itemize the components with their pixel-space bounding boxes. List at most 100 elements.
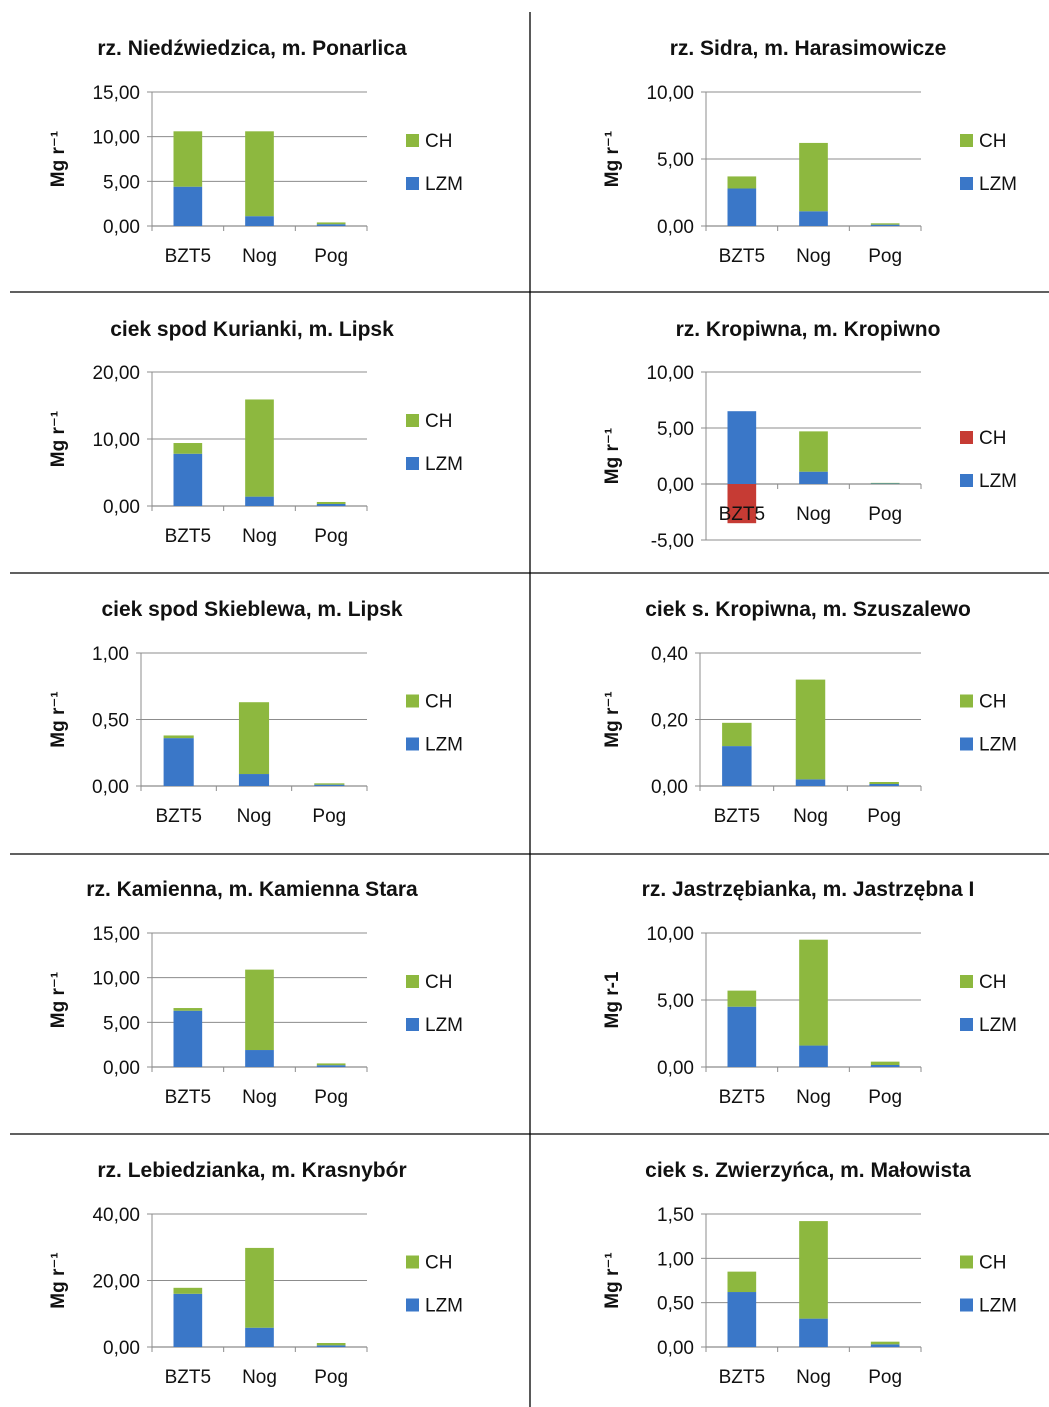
bar-lzm-nog: [245, 496, 274, 506]
bar-ch-nog: [245, 969, 274, 1051]
legend-swatch-lzm: [406, 177, 419, 190]
bar-ch-nog: [799, 431, 828, 472]
y-tick-label: 0,00: [103, 217, 140, 238]
bar-lzm-pog: [316, 224, 346, 226]
y-tick-label: 1,50: [657, 1205, 694, 1226]
legend-swatch-lzm: [960, 474, 973, 487]
legend-swatch-lzm: [406, 737, 419, 751]
legend-label-lzm: LZM: [425, 1015, 463, 1036]
legend-swatch-lzm: [960, 1018, 973, 1031]
x-tick-label: BZT5: [719, 1087, 765, 1108]
y-tick-label: 1,00: [657, 1249, 694, 1270]
bar-lzm-bzt5: [722, 746, 752, 786]
bar-lzm-nog: [245, 1050, 274, 1067]
bar-ch-bzt5: [173, 443, 203, 454]
x-tick-label: BZT5: [714, 806, 760, 827]
bar-lzm-pog: [870, 1064, 900, 1067]
x-tick-label: Nog: [796, 1367, 831, 1388]
x-tick-label: Nog: [796, 504, 831, 525]
y-axis-label: Mg r⁻¹: [48, 131, 69, 187]
chart-title: rz. Niedźwiedzica, m. Ponarlica: [97, 37, 407, 60]
bar-lzm-nog: [795, 779, 826, 786]
chart-panel-8: rz. Jastrzębianka, m. Jastrzębna I Mg r-1…: [602, 878, 1017, 1108]
y-tick-label: 10,00: [92, 969, 140, 990]
chart-panel-6: ciek s. Kropiwna, m. Szuszalewo Mg r⁻¹ 0,0…: [602, 598, 1017, 827]
y-tick-label: 1,00: [92, 644, 129, 665]
legend-swatch-ch: [960, 431, 973, 444]
y-tick-label: 5,00: [657, 150, 694, 171]
legend: CH LZM: [406, 411, 463, 475]
bar-lzm-bzt5: [727, 1006, 757, 1067]
legend-swatch-ch: [960, 1255, 973, 1269]
legend-swatch-ch: [406, 975, 419, 988]
legend-swatch-lzm: [960, 177, 973, 190]
legend: CH LZM: [406, 972, 463, 1036]
legend: CH LZM: [406, 1253, 463, 1317]
bar-ch-pog: [316, 1343, 346, 1346]
charts-layer: rz. Niedźwiedzica, m. Ponarlica Mg r⁻¹ 0,0…: [48, 37, 1017, 1388]
legend-swatch-ch: [406, 414, 419, 427]
x-tick-label: Pog: [868, 1367, 902, 1388]
y-tick-label: 0,50: [92, 711, 129, 732]
x-tick-label: Nog: [796, 1087, 831, 1108]
bar-ch-nog: [245, 1247, 274, 1328]
y-tick-label: 5,00: [103, 172, 140, 193]
y-axis-label: Mg r⁻¹: [48, 691, 69, 747]
legend-label-ch: CH: [979, 131, 1006, 152]
x-tick-label: Nog: [793, 806, 828, 827]
legend: CH LZM: [960, 428, 1017, 492]
bar-lzm-bzt5: [163, 738, 194, 786]
legend: CH LZM: [406, 692, 463, 756]
legend-label-lzm: LZM: [425, 174, 463, 195]
chart-panel-2: rz. Sidra, m. Harasimowicze Mg r⁻¹ 0,00 5,0…: [602, 37, 1017, 267]
legend-label-lzm: LZM: [979, 174, 1017, 195]
legend: CH LZM: [406, 131, 463, 195]
legend-label-ch: CH: [979, 972, 1006, 993]
y-tick-label: 20,00: [92, 363, 140, 384]
chart-title: ciek s. Kropiwna, m. Szuszalewo: [645, 598, 971, 621]
y-tick-label: 0,00: [657, 1338, 694, 1359]
y-tick-label: 0,00: [657, 217, 694, 238]
bar-lzm-pog: [316, 1345, 346, 1347]
y-tick-label: 0,00: [103, 1338, 140, 1359]
bar-lzm-bzt5: [173, 1010, 203, 1067]
legend-swatch-lzm: [960, 1298, 973, 1312]
y-axis-label: Mg r⁻¹: [602, 131, 623, 187]
bar-ch-pog: [869, 782, 899, 785]
x-tick-label: BZT5: [165, 1367, 211, 1388]
x-tick-label: Nog: [242, 246, 277, 267]
bar-lzm-nog: [238, 774, 270, 786]
x-tick-label: Nog: [242, 1367, 277, 1388]
x-tick-label: Nog: [242, 1087, 277, 1108]
legend-label-lzm: LZM: [979, 735, 1017, 756]
legend-label-ch: CH: [425, 131, 452, 152]
y-axis-label: Mg r⁻¹: [48, 972, 69, 1028]
chart-title: rz. Kropiwna, m. Kropiwno: [676, 318, 941, 341]
bar-lzm-nog: [245, 216, 274, 226]
bar-lzm-pog: [316, 1065, 346, 1067]
y-tick-label: 0,00: [92, 777, 129, 798]
bar-lzm-bzt5: [727, 1292, 757, 1347]
y-axis-label: Mg r⁻¹: [602, 1252, 623, 1308]
bar-ch-pog: [316, 501, 346, 504]
y-tick-label: 20,00: [92, 1272, 140, 1293]
y-tick-label: 10,00: [646, 363, 694, 384]
chart-panel-1: rz. Niedźwiedzica, m. Ponarlica Mg r⁻¹ 0,0…: [48, 37, 463, 267]
y-tick-label: 5,00: [657, 991, 694, 1012]
legend-swatch-ch: [960, 975, 973, 988]
y-tick-label: 10,00: [646, 924, 694, 945]
x-tick-label: Pog: [314, 526, 348, 547]
legend-swatch-lzm: [406, 1298, 419, 1312]
y-tick-label: 10,00: [646, 83, 694, 104]
legend-label-lzm: LZM: [979, 1296, 1017, 1317]
x-tick-label: BZT5: [165, 526, 211, 547]
chart-panel-3: ciek spod Kurianki, m. Lipsk Mg r⁻¹ 0,00 10…: [48, 318, 463, 547]
bar-ch-bzt5: [727, 484, 757, 524]
chart-panel-10: ciek s. Zwierzyńca, m. Małowista Mg r⁻¹ 0,…: [602, 1159, 1017, 1388]
x-tick-label: BZT5: [165, 246, 211, 267]
bar-lzm-nog: [799, 1045, 828, 1067]
y-tick-label: 0,00: [103, 497, 140, 518]
bar-ch-nog: [245, 131, 274, 217]
x-tick-label: Pog: [314, 246, 348, 267]
legend: CH LZM: [960, 972, 1017, 1036]
